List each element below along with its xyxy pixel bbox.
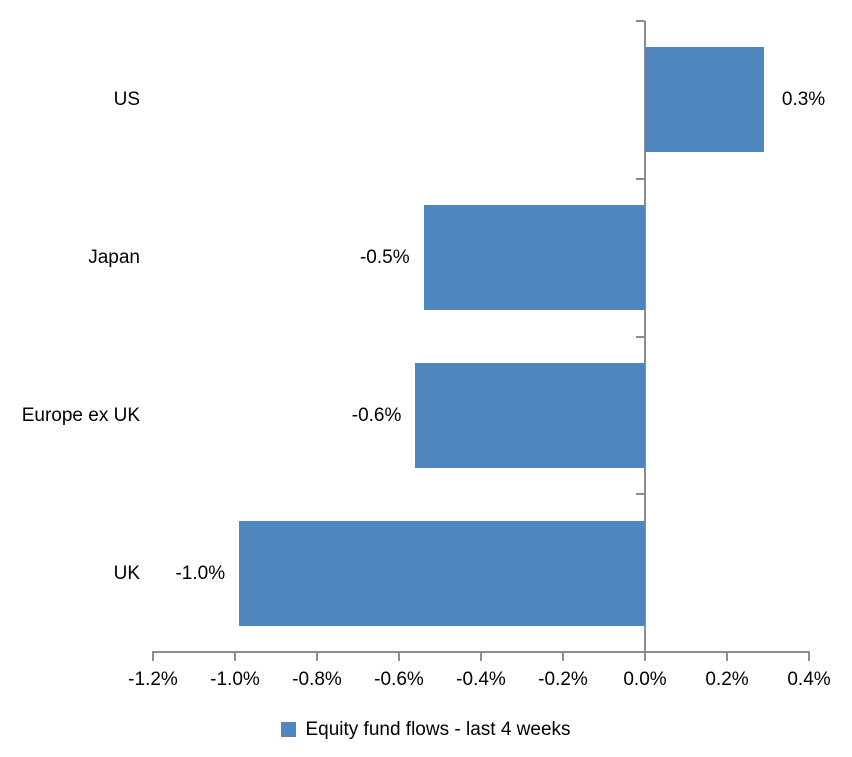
category-axis-tick: [636, 177, 645, 180]
x-tick-label: -0.2%: [538, 669, 588, 690]
x-axis-tick: [316, 652, 318, 661]
category-axis-tick: [636, 20, 645, 22]
x-tick-label: -1.2%: [128, 669, 178, 690]
x-axis-tick: [234, 652, 236, 661]
category-label: Europe ex UK: [21, 404, 140, 426]
category-label: Japan: [88, 247, 140, 269]
x-tick-label: -0.4%: [456, 669, 506, 690]
bar-data-label: -1.0%: [175, 562, 226, 584]
legend: Equity fund flows - last 4 weeks: [0, 716, 852, 742]
category-axis-tick: [636, 493, 645, 496]
x-axis-tick: [398, 652, 400, 661]
legend-swatch: [281, 721, 297, 737]
category-axis-tick: [636, 335, 645, 338]
bar-japan: [423, 205, 645, 311]
x-tick-label: -0.8%: [292, 669, 342, 690]
category-label: US: [113, 89, 140, 111]
category-axis-line: [644, 21, 646, 661]
bar-data-label: -0.5%: [359, 247, 410, 269]
category-label: UK: [113, 562, 140, 584]
x-axis-tick: [726, 652, 728, 661]
bar-europe-ex-uk: [415, 362, 645, 468]
x-tick-label: -1.0%: [210, 669, 260, 690]
x-axis-tick: [480, 652, 482, 661]
x-axis-tick: [562, 652, 564, 661]
x-tick-label: 0.2%: [705, 669, 749, 690]
x-tick-label: 0.0%: [623, 669, 667, 690]
x-axis-tick: [152, 652, 154, 661]
x-tick-label: 0.4%: [787, 669, 831, 690]
bar-data-label: -0.6%: [351, 404, 402, 426]
bar-uk: [239, 520, 645, 626]
bar-us: [645, 47, 764, 153]
legend-label: Equity fund flows - last 4 weeks: [305, 718, 571, 740]
x-tick-label: -0.6%: [374, 669, 424, 690]
x-axis-tick: [808, 652, 810, 661]
bar-data-label: 0.3%: [781, 89, 826, 111]
